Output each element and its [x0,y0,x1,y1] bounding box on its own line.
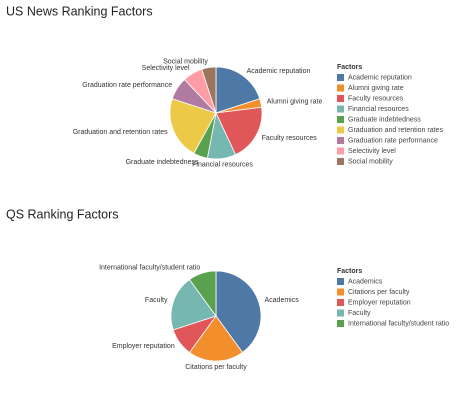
legend-label: Graduation rate performance [348,137,438,144]
legend-swatch [337,74,344,81]
legend-label: International faculty/student ratio [348,320,449,327]
legend-label: Alumni giving rate [348,85,404,92]
slice-label: Faculty [145,297,168,304]
legend-swatch [337,278,344,285]
legend-label: Academics [348,278,383,285]
legend-swatch [337,84,344,92]
slice-label: Alumni giving rate [267,99,323,106]
pie-slice [215,106,263,156]
legend-label: Academic reputation [348,74,412,81]
pie-slice [169,98,217,154]
legend-label: Graduate indebtedness [348,116,421,123]
legend-label: Citations per faculty [348,289,410,296]
legend-title: Factors [337,64,362,71]
slice-label: Citations per faculty [185,364,247,371]
legend-swatch [337,137,344,144]
slice-label: Graduation and retention rates [73,129,168,136]
slice-label: Graduation rate performance [82,82,172,89]
legend-label: Selectivity level [348,148,396,155]
legend-swatch [337,126,344,134]
legend-swatch [337,116,344,123]
legend-label: Social mobility [348,158,393,165]
slice-label: International faculty/student ratio [99,264,200,271]
slice-label: Selectivity level [142,65,190,72]
pie-slice [188,315,244,362]
legend-title: Factors [337,268,362,275]
legend-swatch [337,309,344,317]
legend-label: Faculty resources [348,95,404,102]
chart-title: US News Ranking Factors [6,4,153,18]
chart-title: QS Ranking Factors [6,207,119,221]
legend-swatch [337,299,344,306]
legend-swatch [337,105,344,113]
legend-label: Employer reputation [348,299,411,306]
legend-label: Faculty [348,310,371,317]
legend-label: Financial resources [348,106,409,113]
legend-swatch [337,95,344,102]
legend-swatch [337,320,344,327]
pie-slice [215,270,262,353]
slice-label: Employer reputation [112,343,175,350]
legend-label: Graduation and retention rates [348,127,443,134]
legend-swatch [337,288,344,296]
slice-label: Social mobility [163,58,208,65]
pie-slice [188,270,217,318]
pie-slice [170,279,217,331]
slice-label: Academics [265,297,300,304]
slice-label: Financial resources [192,161,253,168]
slice-label: Academic reputation [247,68,311,75]
legend-swatch [337,147,344,155]
legend-swatch [337,158,344,165]
pie-slice [215,66,261,114]
pie-slice [201,66,217,114]
slice-label: Graduate indebtedness [126,159,199,166]
slice-label: Faculty resources [262,135,318,142]
